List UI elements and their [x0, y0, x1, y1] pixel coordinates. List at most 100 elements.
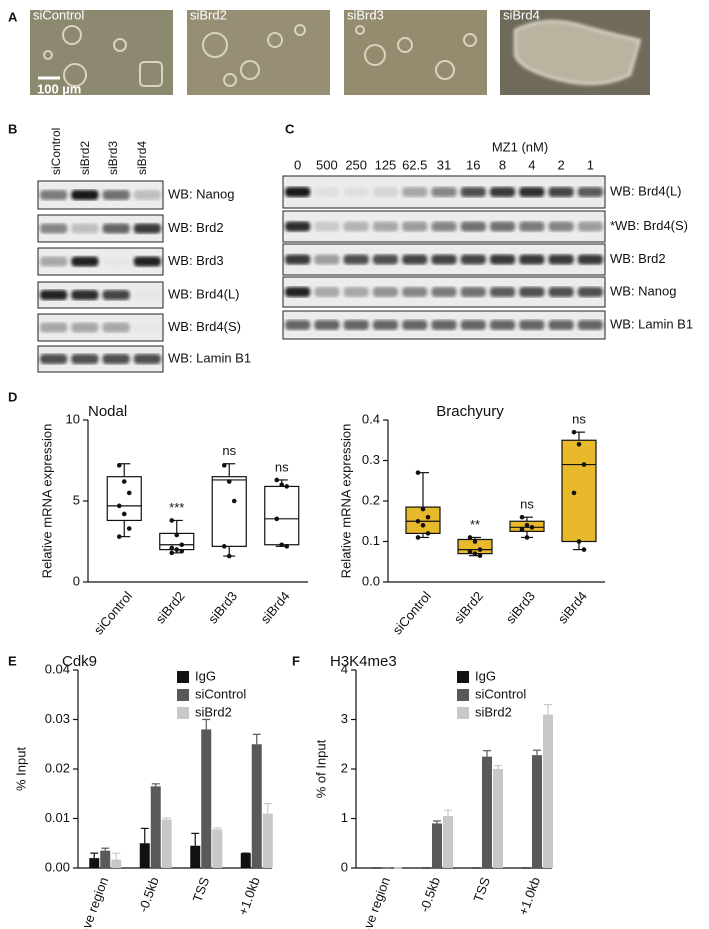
band [285, 187, 311, 197]
x-tick-label: -ve region [359, 875, 393, 929]
point [174, 547, 180, 552]
band [285, 221, 311, 232]
band [40, 322, 68, 333]
significance: ns [275, 459, 289, 474]
legend-swatch [177, 671, 189, 683]
band [134, 290, 161, 300]
band [460, 187, 486, 197]
band [577, 254, 603, 265]
band [519, 221, 545, 232]
lane-label: 0 [294, 157, 301, 172]
band [431, 187, 457, 197]
band [40, 290, 68, 300]
y-tick-label: 0.02 [45, 760, 70, 775]
x-tick-label: siBrd3 [205, 588, 240, 626]
bar [190, 845, 201, 868]
bar [139, 843, 150, 868]
bar [493, 769, 503, 868]
chart-title: Nodal [88, 403, 127, 420]
point [420, 506, 426, 512]
lane-label: 31 [437, 157, 451, 172]
panel-label: B [8, 121, 17, 136]
micrograph [187, 10, 330, 95]
panel-label: F [292, 653, 300, 668]
image-label: siBrd4 [503, 7, 540, 22]
y-tick-label: 0.04 [45, 661, 70, 676]
band [133, 223, 161, 234]
band [548, 320, 574, 330]
y-tick-label: 0.03 [45, 711, 70, 726]
band [460, 320, 486, 330]
band [40, 190, 68, 200]
legend-label: siBrd2 [475, 704, 512, 719]
band [285, 287, 311, 297]
y-tick-label: 10 [66, 411, 80, 426]
band [343, 287, 369, 297]
band [431, 254, 457, 265]
band [314, 287, 340, 297]
x-tick-label: siBrd2 [152, 588, 187, 626]
band [343, 320, 369, 330]
band [314, 320, 340, 330]
point [472, 539, 478, 544]
point [279, 482, 285, 488]
lane-label: 250 [345, 157, 367, 172]
band [577, 187, 603, 197]
bar [150, 786, 161, 868]
y-axis-label: Relative mRNA expression [39, 424, 54, 579]
point [581, 547, 587, 552]
band [460, 221, 486, 232]
y-axis-label: % Input [13, 747, 28, 791]
band [134, 323, 161, 333]
band [460, 287, 486, 297]
blot-label: *WB: Brd4(S) [610, 218, 688, 233]
band [489, 221, 516, 232]
panel-label: E [8, 653, 17, 668]
significance: ns [520, 497, 534, 512]
point [179, 542, 185, 548]
blots-c [282, 175, 606, 340]
point [477, 553, 483, 558]
band [489, 320, 516, 330]
band [102, 354, 130, 364]
bar [532, 755, 542, 868]
chart-title: Cdk9 [62, 653, 97, 670]
y-tick-label: 1 [341, 810, 348, 825]
point [467, 535, 473, 540]
band [548, 187, 574, 197]
blot-label: WB: Brd4(L) [610, 183, 682, 198]
band [431, 221, 457, 232]
image-label: siBrd3 [347, 7, 384, 22]
band [343, 221, 369, 232]
lane-label: siBrd3 [106, 141, 120, 175]
y-tick-label: 0.0 [362, 573, 380, 588]
band [489, 187, 516, 197]
panel-label: D [8, 389, 17, 404]
x-tick-label: siBrd2 [451, 588, 486, 626]
colonies [43, 24, 477, 87]
x-tick-label: TSS [470, 875, 493, 904]
x-tick-label: +1.0kb [515, 875, 543, 917]
point [169, 550, 175, 556]
point [571, 490, 577, 496]
y-tick-label: 0.01 [45, 810, 70, 825]
band [548, 221, 574, 232]
band [133, 354, 161, 364]
bar [201, 729, 212, 868]
bar [161, 819, 172, 868]
colony-cluster [514, 20, 642, 85]
x-tick-label: +1.0kb [235, 875, 263, 917]
band [489, 254, 516, 265]
bar [443, 816, 453, 868]
lane-label: 2 [557, 157, 564, 172]
point [284, 484, 290, 489]
bar [543, 714, 553, 868]
mz1-title: MZ1 (nM) [492, 139, 548, 154]
x-tick-label: -0.5kb [135, 875, 161, 914]
band [314, 221, 340, 232]
y-tick-label: 3 [341, 711, 348, 726]
band [71, 354, 99, 364]
band [519, 287, 545, 297]
band [102, 190, 130, 200]
micrograph [30, 10, 173, 95]
